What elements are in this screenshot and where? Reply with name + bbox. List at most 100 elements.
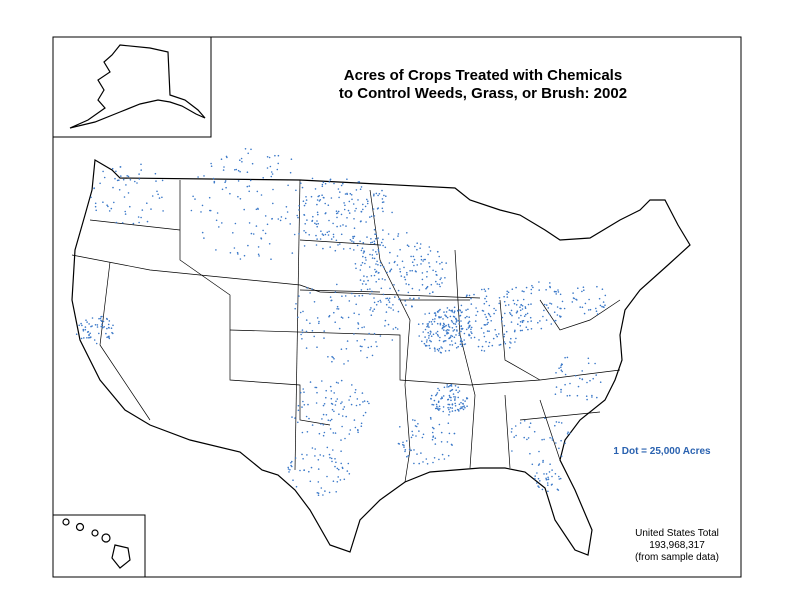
dot — [397, 235, 399, 237]
dot — [353, 312, 356, 315]
dot — [467, 308, 469, 311]
dot — [270, 175, 273, 178]
dot — [551, 469, 553, 471]
dot — [337, 244, 339, 246]
dot — [581, 378, 584, 380]
dot — [304, 202, 307, 205]
dot — [361, 392, 364, 394]
dot — [294, 307, 297, 310]
dot — [331, 355, 333, 358]
dot — [315, 386, 318, 389]
hawaii-island — [75, 522, 85, 532]
dot — [391, 211, 393, 214]
dot — [373, 242, 376, 245]
dot — [360, 422, 363, 425]
dot — [442, 324, 444, 327]
dot — [384, 319, 387, 322]
dot — [257, 207, 259, 210]
dot — [484, 297, 486, 300]
dot — [333, 410, 335, 413]
dot — [547, 307, 550, 309]
dot — [519, 422, 522, 424]
dot — [411, 305, 413, 307]
dot — [363, 251, 366, 253]
dot — [119, 166, 122, 168]
dot — [441, 327, 444, 330]
dot — [360, 264, 362, 267]
dot — [335, 381, 338, 384]
dot — [427, 324, 429, 327]
dot — [405, 304, 407, 306]
dot — [237, 253, 239, 255]
dot — [416, 453, 418, 455]
dot — [443, 386, 446, 389]
dot — [239, 258, 242, 260]
dot — [458, 390, 461, 392]
dot — [446, 331, 449, 334]
dot — [545, 478, 548, 481]
dot — [247, 244, 249, 247]
dot — [587, 309, 590, 311]
dot — [319, 238, 322, 240]
dot — [441, 396, 443, 399]
map-title: to Control Weeds, Grass, or Brush: 2002 — [339, 85, 627, 102]
dot — [323, 337, 325, 339]
dot — [321, 194, 323, 196]
dot — [372, 208, 375, 210]
dot — [434, 312, 437, 314]
dot — [566, 433, 569, 435]
dot — [306, 454, 308, 456]
dot — [100, 315, 102, 318]
dot — [408, 448, 411, 451]
dot — [335, 400, 337, 403]
dot — [129, 179, 132, 181]
dot — [302, 458, 304, 460]
dot — [255, 208, 258, 211]
dot — [305, 330, 308, 333]
dot — [403, 266, 405, 269]
dot — [529, 422, 532, 425]
dot — [334, 458, 336, 460]
dot — [335, 239, 338, 242]
dot — [340, 348, 343, 351]
dot — [232, 232, 234, 234]
dot — [486, 323, 489, 326]
dot — [78, 324, 80, 327]
dot — [447, 454, 450, 457]
dot — [349, 239, 352, 241]
dot — [362, 242, 365, 244]
dot — [270, 171, 273, 173]
dot — [322, 494, 324, 496]
dot — [154, 172, 157, 175]
state-border — [179, 180, 331, 426]
dot — [452, 393, 455, 395]
dot — [531, 463, 534, 466]
dot — [445, 311, 448, 313]
dot — [586, 398, 588, 401]
dot — [257, 246, 260, 248]
dot — [107, 323, 110, 326]
dot — [430, 321, 433, 323]
dot — [363, 338, 366, 341]
dot — [378, 278, 380, 281]
dot — [335, 491, 338, 493]
dot — [329, 246, 332, 248]
dot — [336, 225, 338, 228]
dot — [247, 152, 249, 155]
dot — [363, 400, 366, 402]
dot — [452, 322, 455, 325]
dot — [451, 321, 454, 323]
dot — [431, 426, 434, 429]
dot — [341, 467, 344, 470]
dot — [498, 344, 501, 346]
dot — [523, 436, 525, 439]
dot — [581, 306, 584, 309]
dot — [454, 323, 457, 325]
dot — [389, 269, 392, 272]
dot — [95, 209, 97, 212]
dot — [466, 315, 468, 318]
dot — [394, 296, 396, 298]
dot — [360, 249, 363, 252]
dot — [321, 183, 324, 186]
